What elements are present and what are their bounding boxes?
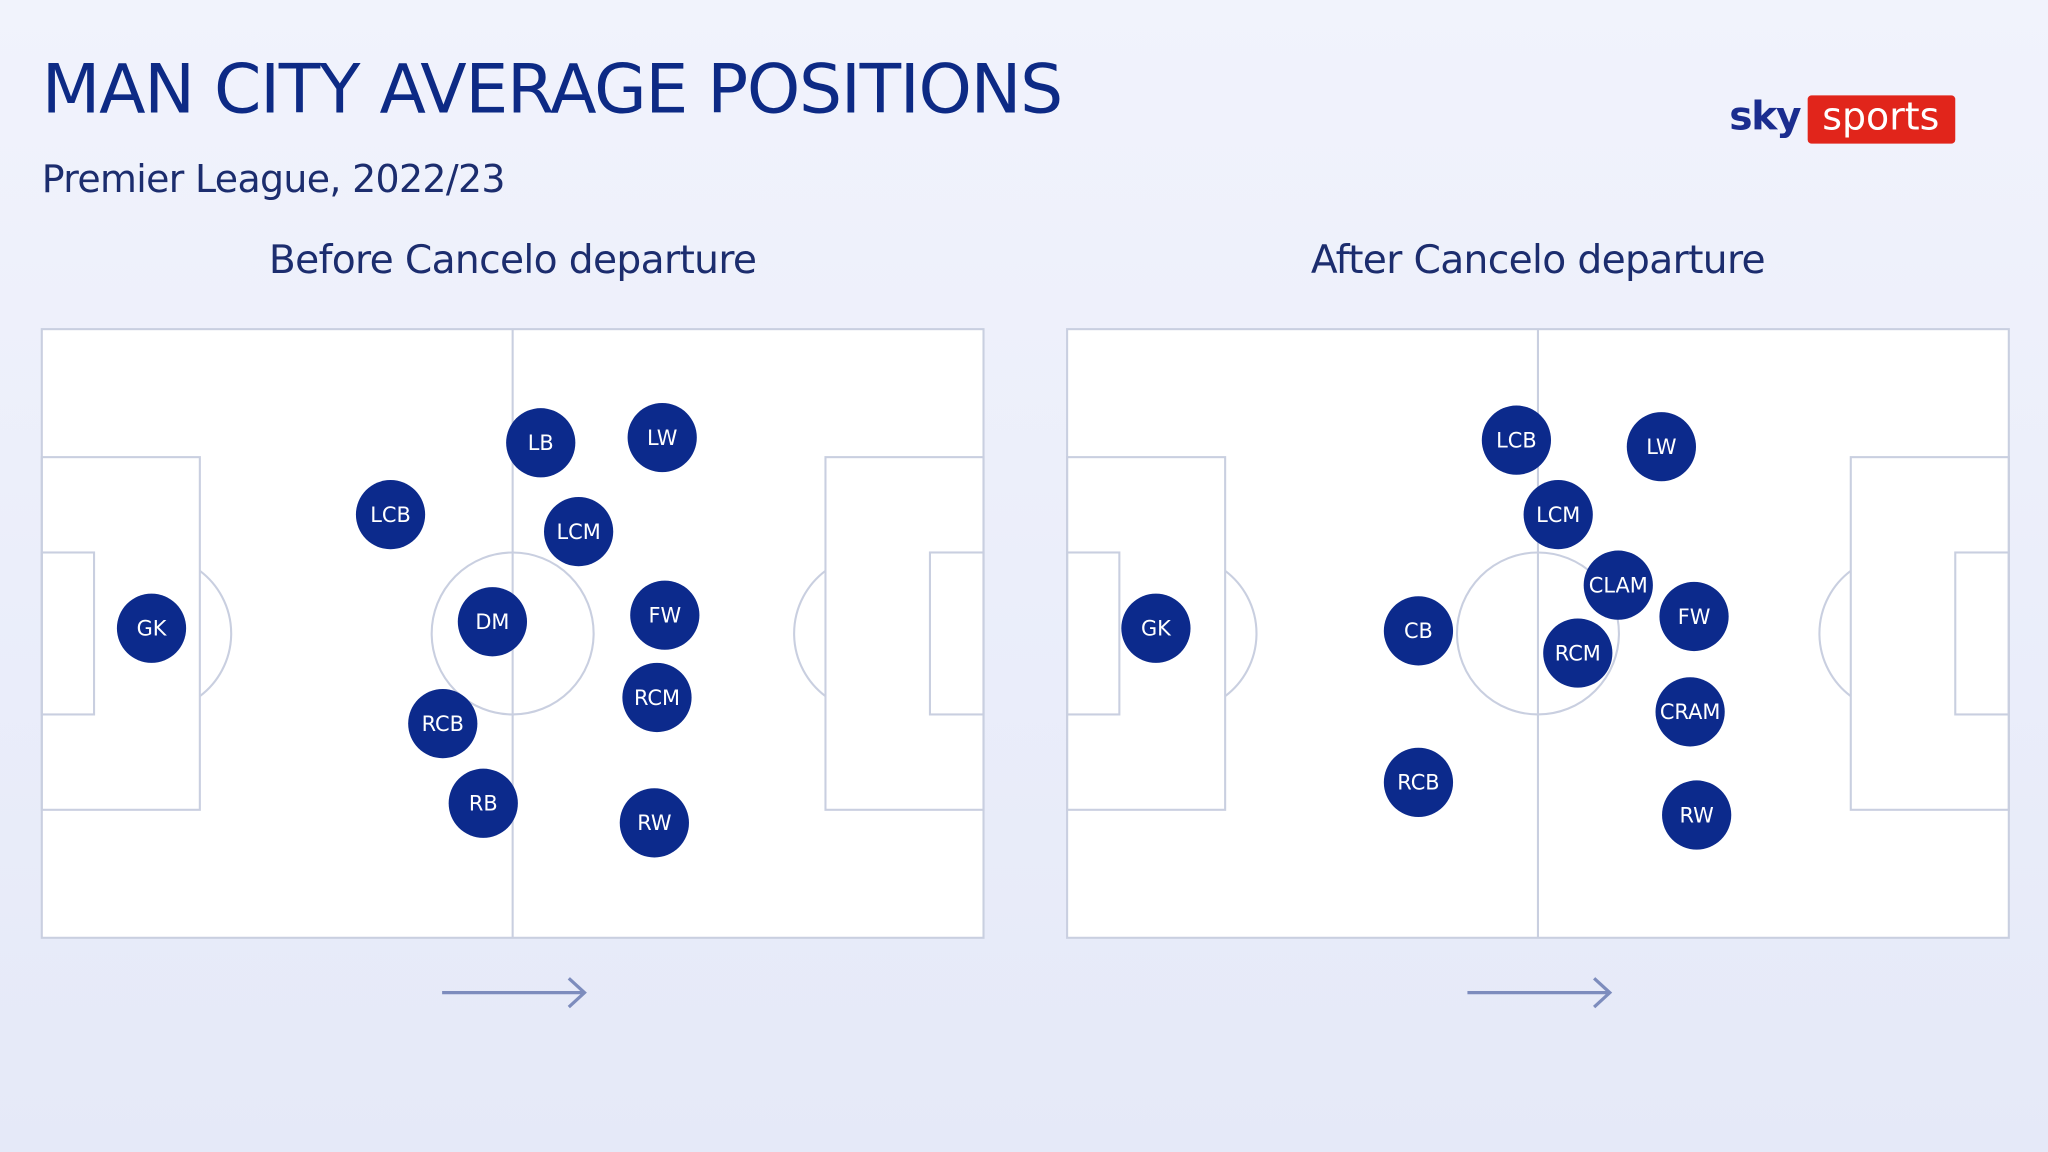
direction-arrow	[442, 977, 587, 1009]
player-label: LCB	[370, 503, 411, 527]
penalty-arc	[199, 569, 233, 697]
logo-sky: sky	[1729, 94, 1801, 139]
penalty-arc	[793, 569, 827, 697]
player-marker	[622, 662, 692, 733]
penalty-arc	[1818, 569, 1852, 697]
player-label: DM	[475, 610, 509, 634]
center-circle	[430, 551, 595, 716]
direction-arrow	[1467, 977, 1613, 1009]
player-label: RW	[1679, 803, 1713, 827]
player-label: LW	[647, 426, 677, 450]
player-label: RCM	[1555, 641, 1601, 665]
player-marker	[448, 768, 518, 838]
player-marker	[1383, 596, 1454, 666]
player-label: RB	[469, 792, 498, 816]
player-marker	[1655, 677, 1725, 747]
player-marker	[1659, 581, 1729, 652]
player-label: CRAM	[1660, 700, 1721, 724]
logo-sports: sports	[1822, 94, 1939, 138]
player-marker	[355, 480, 426, 550]
player-marker	[1662, 780, 1732, 850]
logo-box	[1807, 95, 1956, 144]
player-label: CLAM	[1589, 573, 1648, 597]
player-label: GK	[1141, 617, 1172, 641]
player-label: LCM	[1536, 503, 1580, 527]
player-marker	[1383, 747, 1454, 817]
pitch-title: Before Cancelo departure	[269, 238, 756, 283]
player-label: RW	[637, 811, 671, 835]
penalty-arc	[1224, 569, 1258, 697]
player-marker	[544, 496, 614, 567]
player-label: LB	[528, 431, 554, 455]
player-marker	[1583, 550, 1653, 620]
player-marker	[619, 788, 689, 858]
goal-box	[1066, 551, 1121, 716]
title: MAN CITY AVERAGE POSITIONS	[42, 51, 1062, 130]
goal-box	[928, 551, 985, 716]
player-label: RCB	[422, 712, 464, 736]
player-marker	[1481, 405, 1552, 475]
player-label: LCM	[557, 520, 601, 544]
player-marker	[116, 593, 187, 663]
player-label: CB	[1404, 619, 1433, 643]
player-label: FW	[1678, 605, 1711, 629]
pitch-title: After Cancelo departure	[1311, 238, 1765, 283]
player-label: LCB	[1496, 428, 1537, 452]
player-marker	[1121, 593, 1191, 663]
player-label: LW	[1646, 435, 1676, 459]
player-marker	[627, 402, 697, 473]
player-label: RCB	[1397, 771, 1439, 795]
goal-box	[40, 551, 96, 716]
player-label: RCM	[634, 686, 680, 710]
player-marker	[1543, 618, 1613, 688]
player-marker	[1523, 480, 1593, 550]
player-marker	[1626, 412, 1696, 482]
player-label: GK	[137, 617, 168, 641]
center-circle	[1455, 551, 1620, 716]
player-marker	[408, 688, 478, 759]
subtitle: Premier League, 2022/23	[42, 157, 505, 201]
player-marker	[630, 580, 700, 650]
player-label: FW	[648, 603, 681, 627]
player-marker	[506, 408, 576, 478]
player-marker	[457, 587, 528, 657]
goal-box	[1954, 551, 2010, 716]
